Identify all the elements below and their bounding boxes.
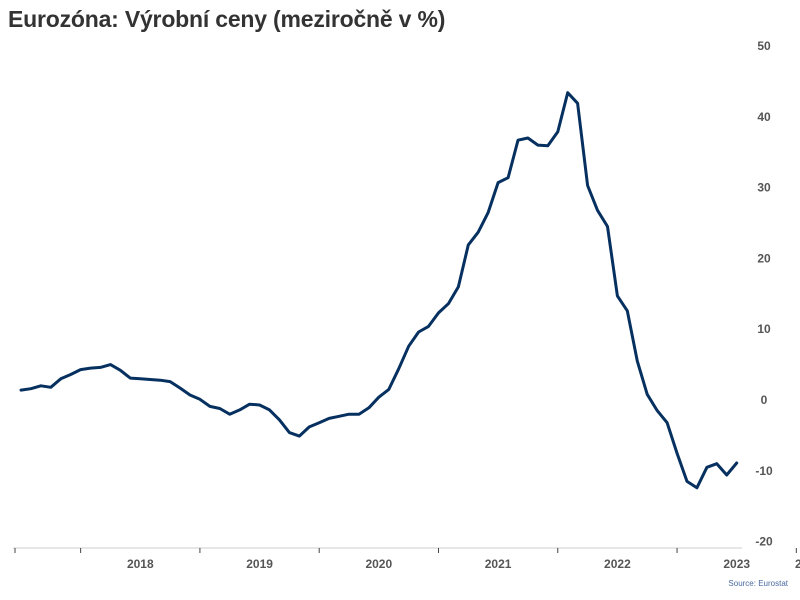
- y-tick-label: 0: [761, 393, 768, 407]
- x-tick-label: 2021: [485, 557, 512, 571]
- source-note: Source: Eurostat: [728, 579, 788, 588]
- x-tick-label: 2024: [795, 557, 800, 571]
- x-ticks: [14, 548, 797, 553]
- y-tick-labels: 50 40 30 20 10 0 -10 -20: [755, 39, 773, 549]
- x-tick-label: 2020: [365, 557, 392, 571]
- y-tick-label: 30: [757, 181, 771, 195]
- y-tick-label: -10: [755, 464, 773, 478]
- series-line: [19, 91, 739, 490]
- y-tick-label: -20: [755, 535, 773, 549]
- y-tick-label: 10: [757, 322, 771, 336]
- x-tick-label: 2022: [604, 557, 631, 571]
- x-tick-label: 2023: [723, 557, 750, 571]
- y-tick-label: 50: [757, 39, 771, 53]
- x-tick-label: 2018: [127, 557, 154, 571]
- y-tick-label: 20: [757, 251, 771, 265]
- x-tick-label: 2019: [246, 557, 273, 571]
- y-tick-label: 40: [757, 110, 771, 124]
- x-tick-labels: 2018 2019 2020 2021 2022 2023 2024: [127, 557, 800, 571]
- chart-title: Eurozóna: Výrobní ceny (meziročně v %): [8, 6, 446, 32]
